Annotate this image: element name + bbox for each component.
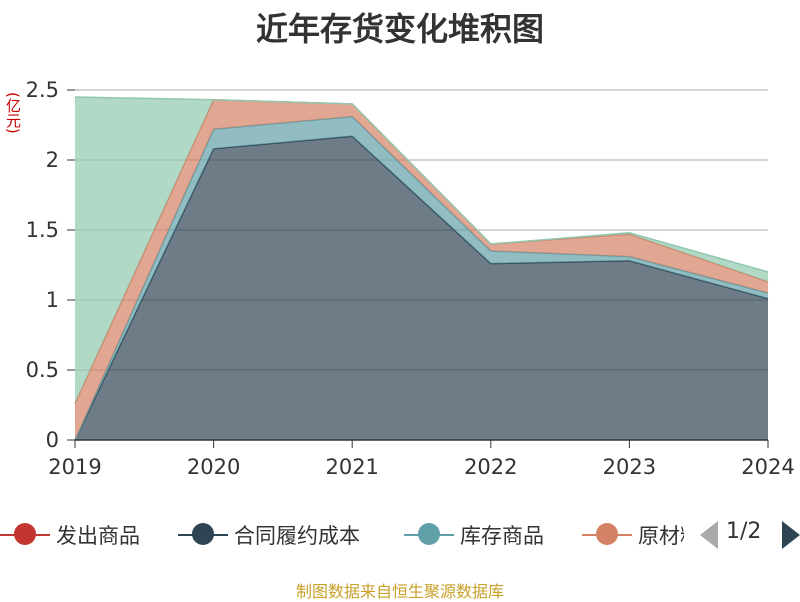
legend-marker-icon <box>0 513 50 557</box>
x-tick-label: 2022 <box>464 455 517 479</box>
legend-item[interactable]: 发出商品 <box>0 513 140 557</box>
source-note: 制图数据来自恒生聚源数据库 <box>295 582 504 601</box>
legend: 发出商品 合同履约成本 库存商品 原材料 1/2 <box>0 513 800 557</box>
x-tick-label: 2021 <box>325 455 378 479</box>
y-tick-label: 1 <box>46 288 59 312</box>
area-series-1 <box>75 136 768 440</box>
area-series-4-line <box>74 96 769 273</box>
x-tick-label: 2019 <box>48 455 101 479</box>
legend-label: 原材料 <box>638 524 684 548</box>
legend-item[interactable]: 原材料 <box>582 513 684 557</box>
y-tick-label: 0.5 <box>26 358 59 382</box>
legend-label: 发出商品 <box>56 524 140 548</box>
y-tick-label: 2.5 <box>26 78 59 102</box>
y-tick-label: 0 <box>46 428 59 452</box>
y-tick-label: 2 <box>46 148 59 172</box>
legend-next-page-icon[interactable] <box>782 521 800 549</box>
x-tick-label: 2024 <box>741 455 794 479</box>
legend-item[interactable]: 库存商品 <box>404 513 544 557</box>
stacked-areas <box>74 96 769 441</box>
legend-items: 发出商品 合同履约成本 库存商品 原材料 <box>0 513 684 557</box>
axes: 0 0.5 1 1.5 2 2.5 2019 2020 2021 2022 2023 2024 <box>26 78 795 479</box>
legend-prev-page-icon[interactable] <box>700 521 718 549</box>
legend-marker-icon <box>582 513 632 557</box>
chart-title: 近年存货变化堆积图 <box>255 10 544 48</box>
legend-marker-icon <box>178 513 228 557</box>
x-tick-label: 2023 <box>603 455 656 479</box>
legend-label: 库存商品 <box>460 524 544 548</box>
area-series-4 <box>75 97 768 404</box>
legend-item[interactable]: 合同履约成本 <box>178 513 360 557</box>
y-tick-label: 1.5 <box>26 218 59 242</box>
x-tick-label: 2020 <box>187 455 240 479</box>
legend-marker-icon <box>404 513 454 557</box>
y-axis-unit-label: (亿元) <box>4 92 22 134</box>
legend-label: 合同履约成本 <box>234 524 360 548</box>
legend-page-indicator: 1/2 <box>726 519 762 544</box>
